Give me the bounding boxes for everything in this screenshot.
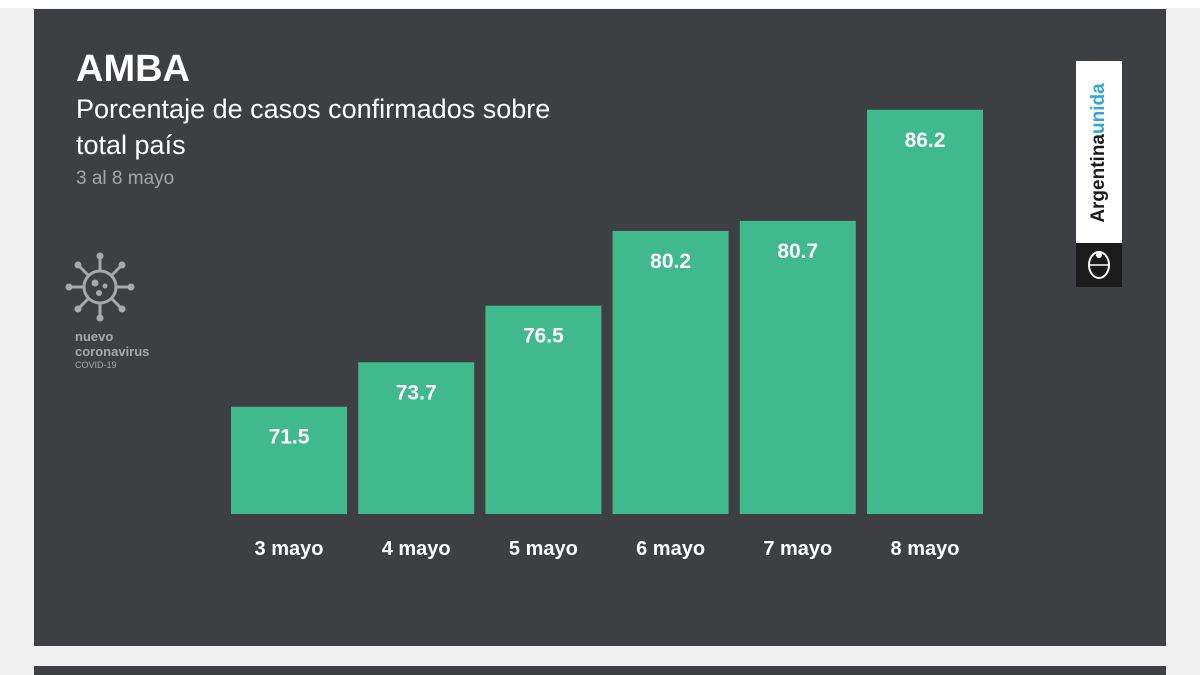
badge-line3: COVID-19 [75,360,117,370]
category-label: 5 mayo [509,538,578,560]
bar-value-label: 73.7 [396,381,437,404]
covid-badge: nuevo coronavirus COVID-19 [75,329,149,371]
category-label: 3 mayo [255,538,324,560]
bar-4 [612,230,729,514]
bar-chart: 71.5 3 mayo 73.7 4 mayo 76.5 5 mayo 80.2 6 mayo… [231,109,983,560]
bar-3 [485,305,602,514]
bar-value-label: 71.5 [269,426,310,449]
bar-value-label: 86.2 [905,129,946,152]
badge-line2: coronavirus [75,344,150,359]
bar-2 [358,362,475,514]
argentina-unida-logo: Argentinaunida [1076,61,1122,287]
badge-line1: nuevo [75,329,114,344]
national-seal-icon [1076,243,1122,287]
next-card-edge [34,666,1166,675]
top-strip [0,0,1200,8]
chart-card: AMBA Porcentaje de casos confirmados sob… [34,9,1166,646]
chart-subtitle: Porcentaje de casos confirmados sobre to… [76,94,551,160]
category-label: 6 mayo [636,538,705,560]
seal-graphic [1088,251,1110,279]
virus-icon [65,252,135,322]
bar-5 [739,220,856,515]
bar-value-label: 80.7 [777,240,818,263]
category-label: 4 mayo [382,538,451,560]
bar-1 [231,406,347,514]
date-range: 3 al 8 mayo [76,168,175,189]
page-title: AMBA [76,48,190,90]
bar-value-label: 76.5 [523,325,564,348]
category-label: 8 mayo [891,538,960,560]
bar-6 [867,109,983,514]
category-label: 7 mayo [763,538,832,560]
bar-value-label: 80.2 [650,250,691,273]
